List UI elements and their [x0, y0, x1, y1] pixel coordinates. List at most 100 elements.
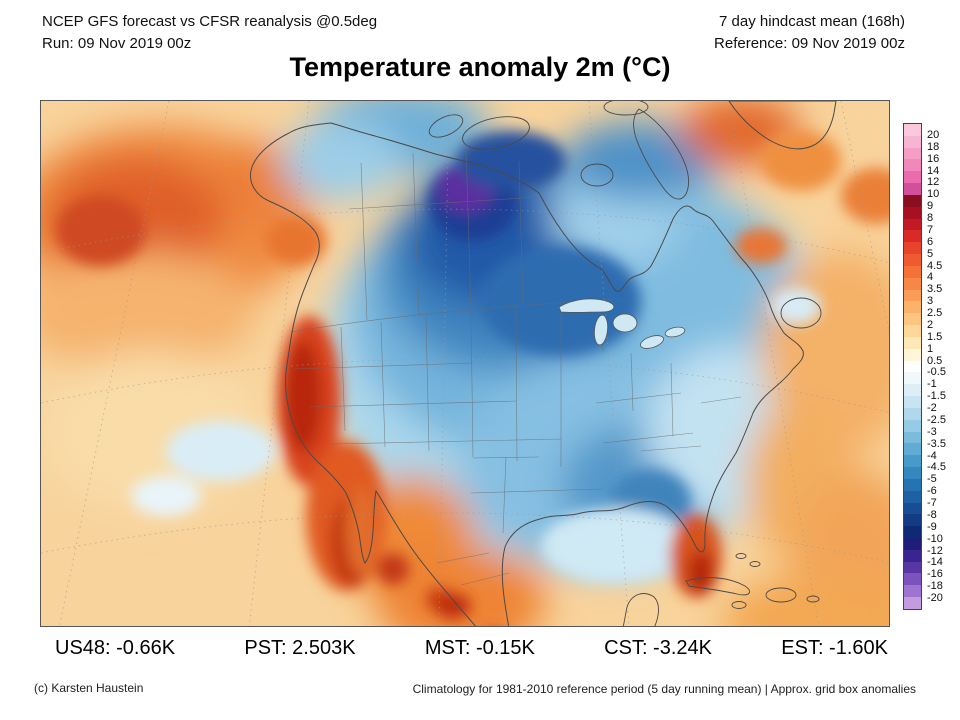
- colorbar-label: 1.5: [927, 330, 943, 343]
- anomaly-field-cores: [56, 131, 889, 619]
- colorbar-label: -16: [927, 568, 943, 581]
- page-title: Temperature anomaly 2m (°C): [289, 52, 671, 82]
- colorbar-cell: [904, 313, 921, 326]
- colorbar-cell: [904, 336, 921, 349]
- colorbar-cell: [904, 289, 921, 302]
- colorbar-cell: [904, 242, 921, 255]
- colorbar-cell: [904, 206, 921, 219]
- caribbean-islands: [622, 553, 820, 626]
- colorbar-label: 8: [927, 212, 934, 225]
- colorbar-label: 20: [927, 128, 940, 141]
- graticule: [41, 101, 889, 626]
- colorbar-label: 12: [927, 176, 940, 189]
- colorbar-cell: [904, 360, 921, 373]
- colorbar-label: -8: [927, 508, 937, 521]
- colorbar-cell: [904, 372, 921, 385]
- colorbar-cell: [904, 159, 921, 172]
- colorbar-label: -1.5: [927, 390, 946, 403]
- colorbar-label: -4: [927, 449, 937, 462]
- colorbar-label: 0.5: [927, 354, 943, 367]
- hindcast-line: 7 day hindcast mean (168h): [719, 13, 905, 30]
- colorbar-label: 1: [927, 342, 934, 355]
- colorbar-label: -5: [927, 473, 937, 486]
- stat-value: US48: -0.66K: [55, 637, 176, 659]
- colorbar-cell: [904, 443, 921, 456]
- colorbar-label: 5: [927, 247, 934, 260]
- colorbar-cell: [904, 573, 921, 586]
- colorbar-cell: [904, 171, 921, 184]
- colorbar-label: 16: [927, 152, 940, 165]
- colorbar-label: 3: [927, 295, 934, 308]
- colorbar-cell: [904, 147, 921, 160]
- colorbar-label: -7: [927, 497, 937, 510]
- colorbar-labels: 20 18 16 14 12 10 9 8 7 6 5 4.5 4 3.5 3 2.5 2 1.5 1 0.5 -0.5…: [927, 123, 960, 610]
- colorbar-label: -1: [927, 378, 937, 391]
- colorbar-cell: [904, 455, 921, 468]
- colorbar-cell: [904, 194, 921, 207]
- colorbar-cell: [904, 265, 921, 278]
- run-line: Run: 09 Nov 2019 00z: [42, 34, 192, 52]
- colorbar-cell: [904, 549, 921, 562]
- climatology-note: Climatology for 1981-2010 reference peri…: [412, 682, 916, 696]
- colorbar-cell: [904, 490, 921, 503]
- colorbar: [903, 123, 922, 610]
- stats-row: US48: -0.66K PST: 2.503K MST: -0.15K CST: -…: [55, 637, 888, 660]
- anomaly-map: [41, 101, 889, 626]
- colorbar-cell: [904, 384, 921, 397]
- header-right: 7 day hindcast mean (168h) Reference: 09…: [714, 11, 905, 55]
- stat-value: PST: 2.503K: [244, 637, 356, 659]
- colorbar-cell: [904, 218, 921, 231]
- colorbar-label: 2.5: [927, 307, 943, 320]
- colorbar-cell: [904, 325, 921, 337]
- colorbar-label: -2.5: [927, 413, 946, 426]
- colorbar-cell: [904, 478, 921, 491]
- colorbar-cell: [904, 431, 921, 444]
- colorbar-label: -6: [927, 485, 937, 498]
- stat-value: EST: -1.60K: [781, 637, 888, 659]
- colorbar-cell: [904, 561, 921, 574]
- colorbar-label: -4.5: [927, 461, 946, 474]
- colorbar-cell: [904, 537, 921, 550]
- colorbar-label: 18: [927, 140, 940, 153]
- colorbar-label: -9: [927, 520, 937, 533]
- colorbar-label: -12: [927, 544, 943, 557]
- reference-line: Reference: 09 Nov 2019 00z: [714, 34, 905, 52]
- model-line: NCEP GFS forecast vs CFSR reanalysis @0.…: [42, 13, 378, 30]
- copyright: (c) Karsten Haustein: [34, 681, 144, 695]
- coastline: [250, 122, 804, 626]
- colorbar-label: 9: [927, 200, 934, 213]
- colorbar-label: 3.5: [927, 283, 943, 296]
- colorbar-cell: [904, 277, 921, 290]
- greenland-outline: [728, 101, 837, 150]
- colorbar-label: 10: [927, 188, 940, 201]
- colorbar-label: 14: [927, 164, 940, 177]
- colorbar-label: -20: [927, 592, 943, 605]
- colorbar-label: -2: [927, 402, 937, 415]
- colorbar-cell: [904, 183, 921, 195]
- colorbar-cell: [904, 597, 921, 609]
- colorbar-cell: [904, 230, 921, 243]
- colorbar-label: -18: [927, 580, 943, 593]
- colorbar-label: 4: [927, 271, 934, 284]
- colorbar-label: 6: [927, 235, 934, 248]
- colorbar-cell: [904, 514, 921, 527]
- colorbar-cell: [904, 585, 921, 598]
- colorbar-cell: [904, 502, 921, 515]
- colorbar-cell: [904, 526, 921, 538]
- colorbar-cell: [904, 467, 921, 479]
- arctic-islands: [428, 101, 822, 329]
- header-left: NCEP GFS forecast vs CFSR reanalysis @0.…: [42, 11, 377, 55]
- colorbar-label: 4.5: [927, 259, 943, 272]
- stat-value: CST: -3.24K: [604, 637, 712, 659]
- colorbar-label: -10: [927, 532, 943, 545]
- colorbar-label: 2: [927, 318, 934, 331]
- great-lakes: [558, 298, 686, 349]
- colorbar-cell: [904, 301, 921, 314]
- colorbar-cell: [904, 124, 921, 136]
- stat-value: MST: -0.15K: [424, 637, 535, 659]
- colorbar-cell: [904, 348, 921, 361]
- colorbar-label: -3: [927, 425, 937, 438]
- colorbar-label: -0.5: [927, 366, 946, 379]
- colorbar-cell: [904, 396, 921, 408]
- colorbar-label: -3.5: [927, 437, 946, 450]
